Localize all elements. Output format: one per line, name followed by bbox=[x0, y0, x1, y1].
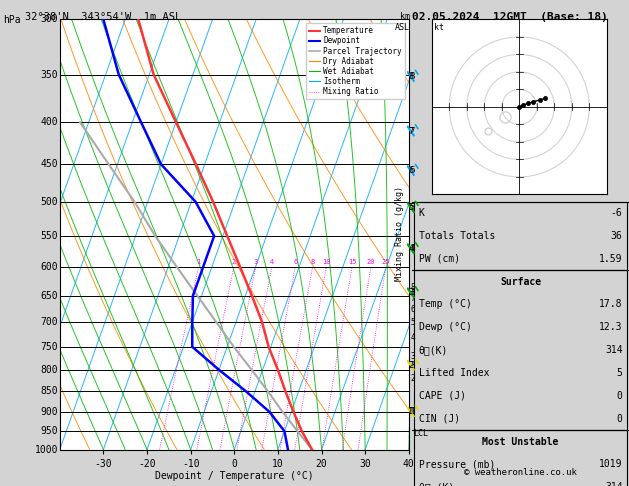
Text: 800: 800 bbox=[40, 365, 58, 375]
Text: kt: kt bbox=[433, 23, 443, 32]
Text: 7: 7 bbox=[409, 126, 415, 136]
Text: 6: 6 bbox=[408, 166, 413, 175]
Text: 300: 300 bbox=[40, 15, 58, 24]
Text: 7: 7 bbox=[411, 294, 415, 303]
Text: 10: 10 bbox=[322, 259, 330, 265]
Text: 8: 8 bbox=[408, 72, 413, 81]
Text: Dewp (°C): Dewp (°C) bbox=[418, 322, 471, 332]
Text: 950: 950 bbox=[40, 426, 58, 436]
Text: km
ASL: km ASL bbox=[395, 12, 410, 32]
Text: PW (cm): PW (cm) bbox=[418, 254, 460, 264]
Text: 5: 5 bbox=[616, 368, 623, 378]
Text: 1019: 1019 bbox=[599, 459, 623, 469]
Text: 8: 8 bbox=[310, 259, 314, 265]
Text: Mixing Ratio (g/kg): Mixing Ratio (g/kg) bbox=[395, 186, 404, 281]
Text: 1: 1 bbox=[411, 407, 415, 417]
Text: 550: 550 bbox=[40, 231, 58, 241]
X-axis label: Dewpoint / Temperature (°C): Dewpoint / Temperature (°C) bbox=[155, 471, 314, 481]
Text: 6: 6 bbox=[293, 259, 298, 265]
Text: Surface: Surface bbox=[500, 277, 541, 287]
Text: θᴇ(K): θᴇ(K) bbox=[418, 345, 448, 355]
Text: 0: 0 bbox=[616, 414, 623, 424]
Text: Lifted Index: Lifted Index bbox=[418, 368, 489, 378]
Text: Most Unstable: Most Unstable bbox=[482, 436, 559, 447]
Text: 2: 2 bbox=[411, 374, 415, 383]
Text: 700: 700 bbox=[40, 317, 58, 327]
Text: 0: 0 bbox=[616, 391, 623, 401]
Text: Temp (°C): Temp (°C) bbox=[418, 299, 471, 310]
Text: 4: 4 bbox=[409, 244, 415, 253]
Text: 3: 3 bbox=[411, 352, 415, 361]
Text: 1: 1 bbox=[409, 407, 415, 417]
Text: Totals Totals: Totals Totals bbox=[418, 231, 495, 241]
Text: 850: 850 bbox=[40, 386, 58, 397]
Text: 3: 3 bbox=[253, 259, 258, 265]
Text: 450: 450 bbox=[40, 159, 58, 169]
Text: 2: 2 bbox=[408, 361, 413, 370]
Text: 12.3: 12.3 bbox=[599, 322, 623, 332]
Text: 5: 5 bbox=[411, 318, 415, 327]
Text: 4: 4 bbox=[408, 244, 413, 253]
Text: 6: 6 bbox=[411, 305, 415, 313]
Text: 32°38'N  343°54'W  1m ASL: 32°38'N 343°54'W 1m ASL bbox=[25, 12, 181, 22]
Text: 02.05.2024  12GMT  (Base: 18): 02.05.2024 12GMT (Base: 18) bbox=[412, 12, 608, 22]
Text: 314: 314 bbox=[605, 482, 623, 486]
Text: LCL: LCL bbox=[413, 429, 428, 437]
Text: 6: 6 bbox=[409, 166, 415, 175]
Text: © weatheronline.co.uk: © weatheronline.co.uk bbox=[464, 468, 577, 477]
Text: 314: 314 bbox=[605, 345, 623, 355]
Text: -6: -6 bbox=[611, 208, 623, 218]
Text: 8: 8 bbox=[409, 72, 415, 81]
Text: 36: 36 bbox=[611, 231, 623, 241]
Legend: Temperature, Dewpoint, Parcel Trajectory, Dry Adiabat, Wet Adiabat, Isotherm, Mi: Temperature, Dewpoint, Parcel Trajectory… bbox=[306, 23, 405, 99]
Text: 4: 4 bbox=[270, 259, 274, 265]
Text: 3: 3 bbox=[408, 288, 413, 297]
Text: 1: 1 bbox=[196, 259, 201, 265]
Text: 20: 20 bbox=[367, 259, 375, 265]
Text: 1000: 1000 bbox=[35, 445, 58, 454]
Text: CAPE (J): CAPE (J) bbox=[418, 391, 465, 401]
Text: 4: 4 bbox=[411, 332, 415, 342]
Text: 600: 600 bbox=[40, 262, 58, 272]
Text: 5: 5 bbox=[408, 203, 413, 212]
Text: 1.59: 1.59 bbox=[599, 254, 623, 264]
Text: CIN (J): CIN (J) bbox=[418, 414, 460, 424]
Text: θᴇ (K): θᴇ (K) bbox=[418, 482, 454, 486]
Text: 750: 750 bbox=[40, 342, 58, 352]
Text: hPa: hPa bbox=[3, 15, 21, 25]
Text: 2: 2 bbox=[231, 259, 236, 265]
Text: 2: 2 bbox=[409, 361, 415, 370]
Text: 25: 25 bbox=[382, 259, 390, 265]
Text: 500: 500 bbox=[40, 197, 58, 207]
Text: 400: 400 bbox=[40, 117, 58, 127]
Text: 15: 15 bbox=[348, 259, 356, 265]
Text: 900: 900 bbox=[40, 407, 58, 417]
Text: 5: 5 bbox=[409, 203, 415, 212]
Bar bbox=[414, 202, 627, 270]
Bar bbox=[414, 430, 627, 486]
Text: 7: 7 bbox=[408, 126, 413, 136]
Text: 350: 350 bbox=[40, 69, 58, 80]
Text: 650: 650 bbox=[40, 291, 58, 301]
Text: K: K bbox=[418, 208, 425, 218]
Text: 8: 8 bbox=[411, 283, 415, 292]
Text: 3: 3 bbox=[409, 288, 415, 297]
Text: 1: 1 bbox=[408, 407, 413, 417]
Bar bbox=[414, 270, 627, 430]
Text: 17.8: 17.8 bbox=[599, 299, 623, 310]
Text: Pressure (mb): Pressure (mb) bbox=[418, 459, 495, 469]
